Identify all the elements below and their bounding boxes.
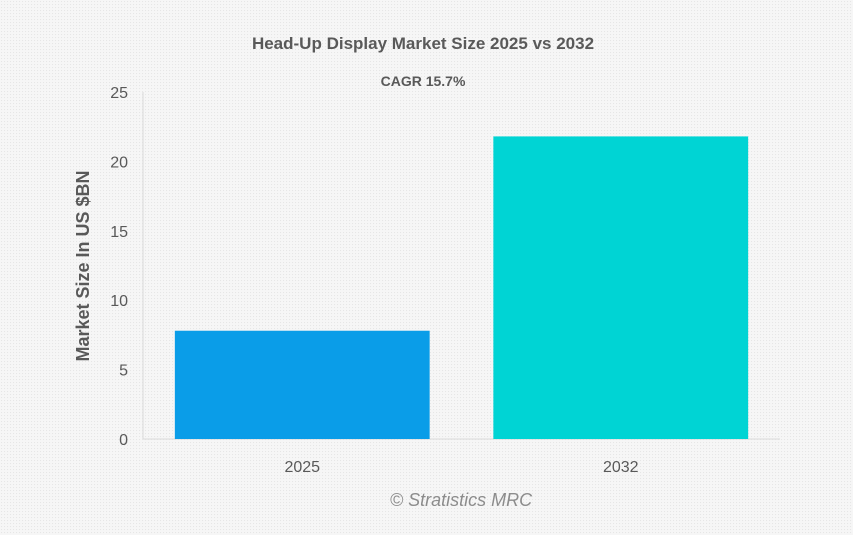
y-ticks: 0 5 10 15 20 25: [110, 85, 128, 449]
y-tick-label: 0: [119, 432, 128, 449]
watermark: © Stratistics MRC: [390, 490, 533, 510]
y-tick-label: 10: [110, 293, 128, 310]
y-tick-label: 20: [110, 154, 128, 171]
x-tick-label: 2032: [603, 459, 639, 476]
y-tick-label: 15: [110, 224, 128, 241]
y-tick-label: 5: [119, 363, 128, 380]
y-tick-label: 25: [110, 85, 128, 102]
x-ticks: 2025 2032: [284, 459, 638, 476]
chart-subtitle: CAGR 15.7%: [381, 73, 466, 89]
bar-2032: [493, 136, 749, 439]
x-tick-label: 2025: [284, 459, 320, 476]
y-axis-label: Market Size In US $BN: [73, 170, 93, 361]
bars: [174, 136, 749, 439]
chart-title: Head-Up Display Market Size 2025 vs 2032: [252, 34, 594, 53]
bar-2025: [174, 330, 430, 439]
